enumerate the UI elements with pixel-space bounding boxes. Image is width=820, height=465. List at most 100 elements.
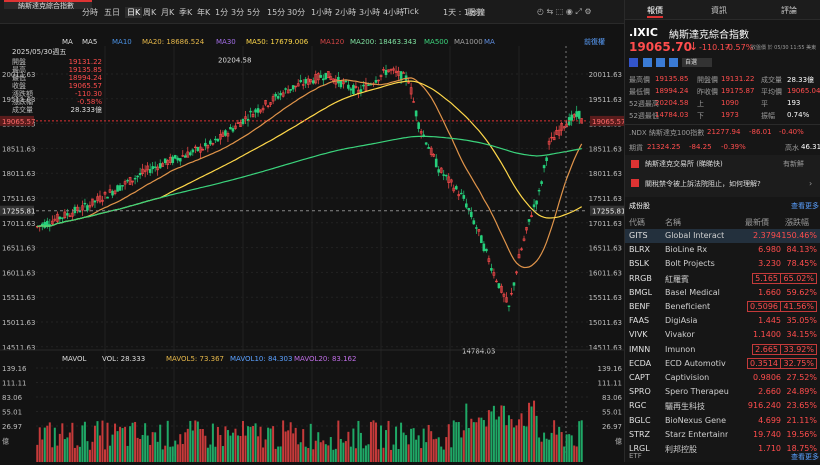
ma-item[interactable]: MA5	[82, 38, 97, 46]
table-row[interactable]: RRGB 紅羅賓 5.165 65.02%	[625, 272, 820, 286]
table-row[interactable]: BLRX BioLine Rx 6.980 84.13%	[625, 243, 820, 257]
period-16[interactable]: Tick	[403, 7, 419, 16]
mavol-label[interactable]: MAVOL	[62, 355, 87, 363]
share-icon[interactable]	[669, 58, 678, 67]
col-header-2[interactable]: 最新價	[745, 218, 769, 227]
col-header-0[interactable]: 代碼	[629, 218, 645, 227]
candle-body	[449, 179, 453, 183]
period-10[interactable]: 15分	[267, 8, 286, 17]
ma-item[interactable]: MA50: 17679.006	[246, 38, 309, 46]
table-row[interactable]: BSLK Bolt Projects 3.230 78.45%	[625, 257, 820, 271]
period-6[interactable]: 年K	[197, 8, 211, 17]
table-row[interactable]: GITS Global Interact 2.3794 150.46%	[625, 229, 820, 243]
tab-news[interactable]: 資訊	[711, 6, 727, 15]
period-12[interactable]: 1小時	[311, 8, 333, 17]
volume-bar	[186, 428, 189, 465]
tab-quote[interactable]: 報價	[647, 5, 663, 18]
period-9[interactable]: 5分	[247, 8, 261, 17]
chevron-right-icon[interactable]: ›	[809, 179, 813, 188]
table-row[interactable]: RGC 驪再生科技 916.240 23.65%	[625, 399, 820, 413]
flash-icon[interactable]	[643, 58, 652, 67]
table-row[interactable]: ECDA ECD Automotiv 0.3514 32.75%	[625, 357, 820, 371]
period-2[interactable]: 日K	[125, 7, 143, 18]
period-15[interactable]: 4小時	[383, 8, 405, 17]
price-tick: 18011.63	[589, 170, 622, 178]
period-11[interactable]: 30分	[287, 8, 306, 17]
chart-area[interactable]: 20011.6320011.6319511.6319511.6319011.63…	[0, 26, 625, 465]
ma-item[interactable]: MA20: 18686.524	[142, 38, 205, 46]
table-row[interactable]: BGLC BioNexus Gene 4.699 21.11%	[625, 414, 820, 428]
table-row[interactable]: VIVK Vivakor 1.1400 34.15%	[625, 328, 820, 342]
candle-body	[199, 146, 202, 153]
tab-index[interactable]: 納斯達克綜合指數	[4, 0, 92, 10]
table-row[interactable]: BENF Beneficient 0.5096 41.56%	[625, 300, 820, 314]
period-7[interactable]: 1分	[215, 8, 229, 17]
candle-body	[562, 126, 566, 129]
period-13[interactable]: 2小時	[335, 8, 357, 17]
tool-icons[interactable]: ◴ ⇆ ⬚ ◉ ⤢ ⚙	[537, 7, 592, 16]
divider	[625, 124, 820, 125]
candle-body	[219, 133, 222, 140]
period-8[interactable]: 3分	[231, 8, 245, 17]
ma-item[interactable]: MA120	[320, 38, 344, 46]
ma-label[interactable]: MA	[62, 38, 73, 46]
etf-see-more-link[interactable]: 查看更多	[791, 453, 819, 461]
table-row[interactable]: BMGL Basel Medical 1.660 59.62%	[625, 286, 820, 300]
volume-bar	[134, 421, 137, 465]
col-header-3[interactable]: 漲跌幅	[785, 218, 809, 227]
ma-item[interactable]: MA10	[112, 38, 132, 46]
watchlist-button[interactable]: 自選	[682, 58, 712, 67]
table-row[interactable]: SPRO Spero Therapeu 2.660 24.89%	[625, 385, 820, 399]
volume-bar	[53, 427, 56, 465]
ma-item[interactable]: MA500	[424, 38, 448, 46]
see-more-link[interactable]: 查看更多	[791, 202, 819, 210]
ndx-label[interactable]: .NDX 納斯達克100指數	[629, 129, 705, 137]
volume-bar	[332, 449, 335, 465]
candle-body	[131, 180, 134, 183]
candle-body	[535, 200, 538, 205]
candle-body	[158, 163, 162, 169]
candle-body	[113, 190, 117, 194]
period-0[interactable]: 分時	[82, 8, 98, 17]
candle-body	[166, 160, 170, 165]
candle-body	[467, 208, 471, 211]
table-row[interactable]: IMNN Imunon 2.665 33.92%	[625, 343, 820, 357]
adjust-toggle[interactable]: 前復權	[584, 37, 605, 46]
period-1[interactable]: 五日	[104, 8, 120, 17]
table-row[interactable]: STRZ Starz Entertainr 19.740 19.56%	[625, 428, 820, 442]
ndx-pct: -0.40%	[779, 128, 804, 136]
table-row[interactable]: CAPT Captivision 0.9806 27.52%	[625, 371, 820, 385]
ma-item[interactable]: MA	[484, 38, 495, 46]
table-row[interactable]: LRGL 利邦控股 1.710 18.75%	[625, 442, 820, 456]
price-tick: 14511.63	[589, 344, 622, 352]
tab-comments[interactable]: 評論	[781, 6, 797, 15]
vol-tick: 億	[615, 437, 622, 446]
news-item-1[interactable]: 納斯達克交易所 (睇睇快)	[645, 160, 723, 168]
price-tick: 15511.63	[2, 294, 35, 302]
ma-item[interactable]: MA1000	[454, 38, 483, 46]
news-item-2[interactable]: 關稅禁令被上訴法院阻止，如何理解?	[645, 180, 761, 188]
futures-label[interactable]: 期貨	[629, 144, 643, 152]
cell-name: 利邦控股	[665, 445, 697, 454]
period-17[interactable]: 1天 : 1分鐘	[443, 8, 485, 17]
price-chart[interactable]: 20011.6320011.6319511.6319511.6319011.63…	[0, 26, 625, 465]
candle-body	[545, 157, 548, 162]
col-header-1[interactable]: 名稱	[665, 218, 681, 227]
news-tag[interactable]: 有新鮮	[783, 160, 804, 168]
table-row[interactable]: FAAS DigiAsia 1.445 35.05%	[625, 314, 820, 328]
ma-item[interactable]: MA200: 18463.343	[350, 38, 417, 46]
price-tick: 16011.63	[2, 269, 35, 277]
volume-bar	[342, 442, 345, 465]
candle-body	[279, 93, 282, 96]
price-tick: 17511.63	[589, 195, 622, 203]
period-5[interactable]: 季K	[179, 8, 193, 17]
period-18[interactable]: 顯示	[467, 8, 483, 17]
chart-icon[interactable]	[656, 58, 665, 67]
candle-body	[281, 92, 285, 97]
ma-item[interactable]: MA30	[216, 38, 236, 46]
volume-bar	[392, 444, 395, 465]
period-3[interactable]: 周K	[143, 8, 157, 17]
volume-bar	[78, 446, 81, 465]
period-4[interactable]: 月K	[161, 8, 175, 17]
period-14[interactable]: 3小時	[359, 8, 381, 17]
